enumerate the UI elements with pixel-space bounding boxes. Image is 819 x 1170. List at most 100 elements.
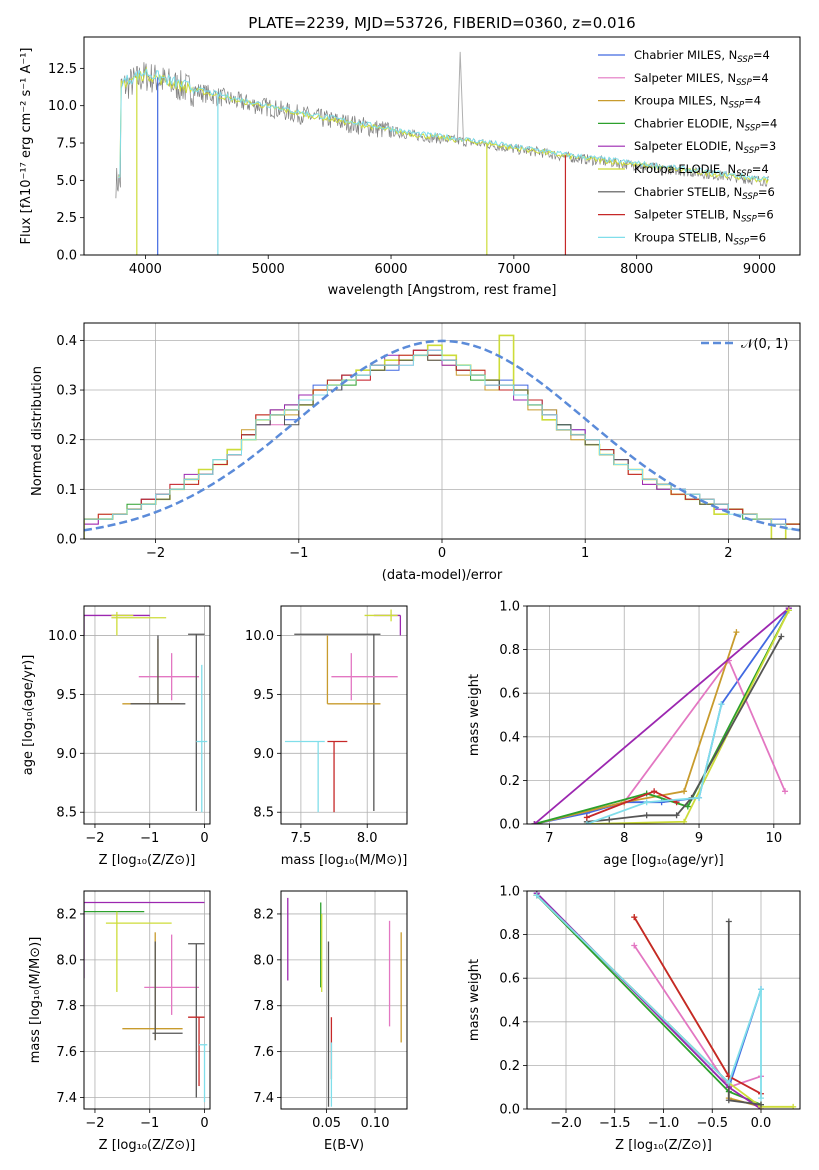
axes-frame [83, 605, 211, 825]
y-tick-label: 7.8 [56, 999, 77, 1014]
errorbars [284, 609, 402, 813]
y-tick-label: 0.1 [56, 483, 77, 498]
x-tick-label: −1 [140, 1116, 159, 1131]
y-tick-label: 7.8 [253, 999, 274, 1014]
legend-label: 𝒩(0, 1) [741, 337, 788, 352]
weight-line [536, 894, 762, 1099]
errorbar-point [364, 609, 398, 622]
axes-frame [83, 322, 801, 540]
legend-label: Salpeter STELIB, NSSP=6 [634, 208, 774, 225]
errorbar-point [331, 653, 398, 701]
x-axis-label: Z [log₁₀(Z/Z⊙)] [99, 853, 196, 868]
y-axis-label: mass weight [467, 959, 482, 1041]
x-tick-label: −2 [85, 1116, 104, 1131]
weight-marker [725, 1079, 732, 1086]
legend: Chabrier MILES, NSSP=4 Salpeter MILES, NS… [598, 48, 777, 247]
errorbar-point [84, 901, 205, 979]
weight-marker [758, 986, 764, 993]
errorbar-point [122, 932, 183, 1041]
weight-marker [631, 914, 638, 921]
weight-marker [778, 633, 785, 640]
y-tick-label: 0.4 [499, 730, 520, 745]
y-tick-label: 9.5 [56, 688, 77, 703]
x-tick-label: 6000 [374, 262, 407, 277]
y-tick-label: 8.2 [56, 907, 77, 922]
weight-line [536, 892, 762, 1089]
errorbars [287, 897, 402, 1107]
weight-marker [643, 812, 650, 819]
y-tick-label: 0.6 [499, 972, 520, 987]
x-tick-label: 10 [766, 831, 783, 846]
weight-line [534, 631, 738, 824]
errorbar-point [199, 1044, 208, 1103]
errorbar-point [130, 635, 186, 705]
y-tick-label: 8.0 [56, 953, 77, 968]
x-tick-label: 2 [724, 546, 732, 561]
y-tick-label: 8.5 [253, 806, 274, 821]
axes-frame [526, 890, 801, 1110]
y-tick-label: 0.4 [499, 1015, 520, 1030]
x-axis-label: Z [log₁₀(Z/Z⊙)] [99, 1138, 196, 1153]
y-axis-label: mass weight [467, 674, 482, 756]
y-tick-label: 8.0 [253, 953, 274, 968]
y-tick-label: 0.8 [499, 928, 520, 943]
x-tick-label: 4000 [129, 262, 162, 277]
x-tick-label: −1.5 [599, 1116, 631, 1131]
errorbar-point [294, 633, 381, 812]
weight-line [586, 703, 723, 824]
axes-weight-vs-Z: −2.0 −1.5 −1.0 −0.5 0.0 0.0 0.2 0.4 0.6 0.8 1.0 Z [… [467, 885, 801, 1153]
y-tick-label: 7.6 [253, 1045, 274, 1060]
errorbar-point [284, 740, 325, 813]
y-tick-label: 0.2 [499, 774, 520, 789]
x-tick-label: −2.0 [550, 1116, 582, 1131]
x-tick-label: 7000 [497, 262, 530, 277]
weight-marker [643, 799, 650, 806]
weight-marker [725, 918, 732, 925]
axes-residuals: −2 −1 0 1 2 0.0 0.1 0.2 0.3 0.4 (data-model)/error… [30, 322, 801, 583]
weight-line [586, 790, 677, 819]
weight-line [534, 658, 786, 824]
weight-marker [583, 821, 590, 824]
x-tick-label: −2 [146, 546, 165, 561]
weight-marker [758, 1101, 764, 1108]
weight-marker [583, 814, 590, 821]
weight-marker [673, 812, 680, 819]
errorbar-point [373, 614, 402, 636]
errorbar-point [188, 633, 205, 812]
x-tick-label: −1 [289, 546, 308, 561]
x-tick-label: 5000 [252, 262, 285, 277]
x-axis-label: (data-model)/error [382, 568, 503, 583]
weight-line [586, 636, 783, 823]
errorbars [84, 611, 208, 813]
errorbar-point [327, 740, 348, 813]
x-axis-label: wavelength [Angstrom, rest frame] [328, 283, 557, 298]
x-tick-label: 0.0 [751, 1116, 772, 1131]
x-tick-label: 0 [438, 546, 446, 561]
y-axis-label: Flux [fλ10⁻¹⁷ erg cm⁻² s⁻¹ A⁻¹] [19, 48, 34, 245]
y-tick-label: 0.3 [56, 384, 77, 399]
y-tick-label: 0.4 [56, 334, 77, 349]
x-tick-label: 1 [581, 546, 589, 561]
errorbar-point [105, 911, 172, 992]
errorbar-point [152, 941, 183, 1041]
weight-marker [631, 942, 638, 949]
weight-marker [785, 607, 792, 614]
axes-weight-vs-age: 7 8 9 10 0.0 0.2 0.4 0.6 0.8 1.0 age [log₁₀(age/yr… [467, 600, 801, 868]
y-tick-label: 0.0 [499, 1103, 520, 1118]
weight-line [533, 607, 790, 824]
chart-title: PLATE=2239, MJD=53726, FIBERID=0360, z=0… [248, 14, 635, 32]
y-tick-label: 0.0 [499, 818, 520, 833]
y-tick-label: 7.4 [253, 1091, 274, 1106]
y-tick-label: 5.0 [56, 174, 77, 189]
weight-marker [606, 816, 613, 823]
weight-marker [725, 1097, 732, 1104]
gaussian-curve [84, 339, 800, 532]
y-axis-label: age [log₁₀(age/yr)] [21, 655, 36, 776]
x-tick-label: 0.05 [312, 1116, 341, 1131]
y-tick-label: 0.2 [56, 433, 77, 448]
weight-marker [681, 788, 688, 795]
x-tick-label: 9 [695, 831, 703, 846]
weight-marker [533, 892, 540, 899]
weight-marker [718, 701, 725, 708]
